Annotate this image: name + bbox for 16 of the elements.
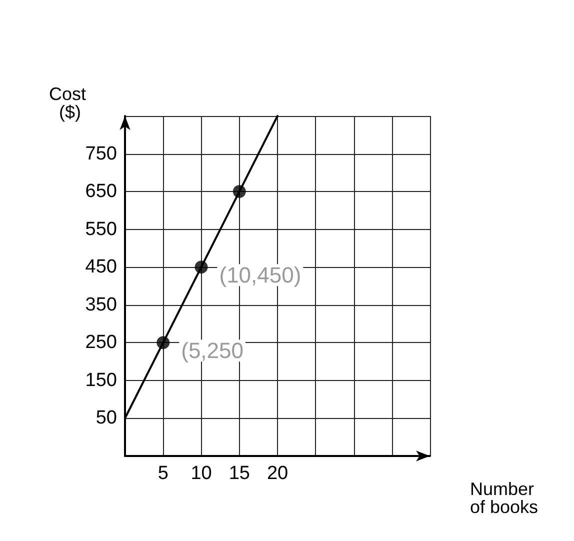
annotation: (10,450) — [219, 262, 302, 288]
x-tick-label: 20 — [266, 463, 288, 484]
x-axis-title: Number of books — [470, 479, 540, 517]
annotation: (5,250 — [181, 338, 244, 364]
y-tick-label: 350 — [85, 294, 117, 316]
y-tick-label: 250 — [85, 332, 117, 354]
y-tick-label: 450 — [85, 256, 117, 278]
x-tick-label: 5 — [158, 463, 168, 484]
x-tick-label: 10 — [190, 463, 212, 484]
y-tick-label: 150 — [85, 370, 117, 391]
y-tick-label: 550 — [85, 218, 117, 240]
y-tick-label: 750 — [85, 143, 117, 164]
y-tick-label: 50 — [96, 408, 117, 429]
x-tick-label: 15 — [228, 463, 250, 484]
y-tick-label: 650 — [85, 181, 117, 202]
y-axis-title: Cost ($) — [48, 84, 92, 122]
